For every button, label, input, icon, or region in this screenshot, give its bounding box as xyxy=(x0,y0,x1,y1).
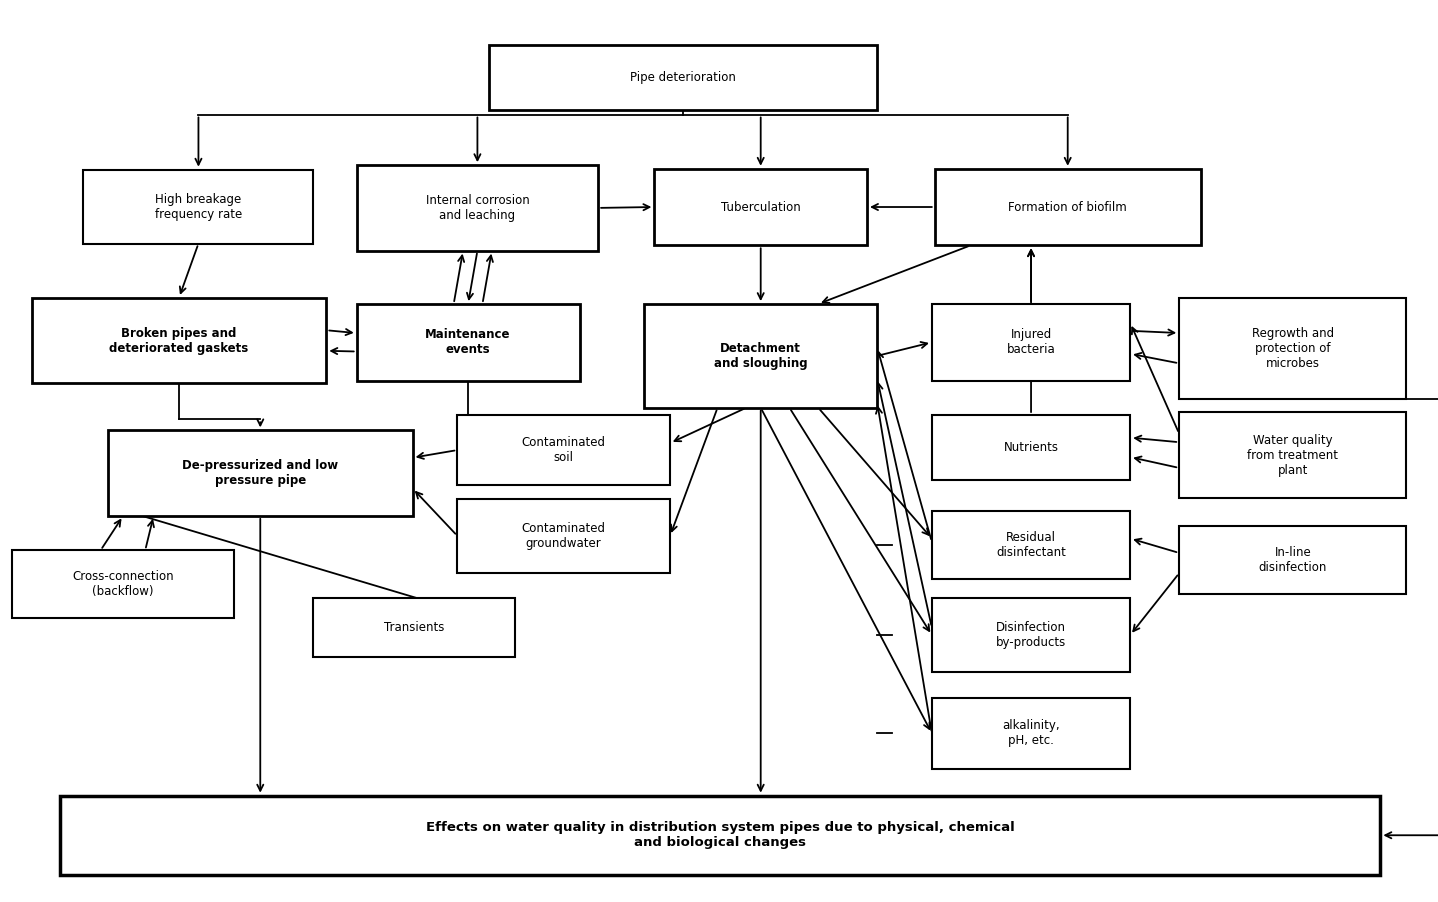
FancyBboxPatch shape xyxy=(932,304,1130,381)
Text: Water quality
from treatment
plant: Water quality from treatment plant xyxy=(1247,434,1339,476)
Text: Cross-connection
(backflow): Cross-connection (backflow) xyxy=(72,570,174,598)
Text: Injured
bacteria: Injured bacteria xyxy=(1007,328,1055,356)
FancyBboxPatch shape xyxy=(654,169,867,245)
Text: Detachment
and sloughing: Detachment and sloughing xyxy=(713,342,808,370)
FancyBboxPatch shape xyxy=(357,165,598,251)
FancyBboxPatch shape xyxy=(1179,412,1406,498)
Text: Tuberculation: Tuberculation xyxy=(720,200,801,214)
Text: Effects on water quality in distribution system pipes due to physical, chemical
: Effects on water quality in distribution… xyxy=(426,821,1015,850)
Text: Internal corrosion
and leaching: Internal corrosion and leaching xyxy=(426,194,529,222)
Text: Contaminated
soil: Contaminated soil xyxy=(522,436,605,465)
FancyBboxPatch shape xyxy=(932,511,1130,579)
Text: Formation of biofilm: Formation of biofilm xyxy=(1008,200,1127,214)
Text: High breakage
frequency rate: High breakage frequency rate xyxy=(155,192,242,221)
Text: Contaminated
groundwater: Contaminated groundwater xyxy=(522,521,605,550)
FancyBboxPatch shape xyxy=(1179,526,1406,594)
FancyBboxPatch shape xyxy=(1179,298,1406,399)
Text: Transients: Transients xyxy=(384,621,444,634)
Text: Disinfection
by-products: Disinfection by-products xyxy=(997,621,1066,649)
Text: In-line
disinfection: In-line disinfection xyxy=(1258,546,1327,574)
FancyBboxPatch shape xyxy=(457,499,670,573)
Text: Nutrients: Nutrients xyxy=(1004,441,1058,454)
FancyBboxPatch shape xyxy=(935,169,1201,245)
FancyBboxPatch shape xyxy=(489,45,877,110)
FancyBboxPatch shape xyxy=(932,415,1130,480)
Text: alkalinity,
pH, etc.: alkalinity, pH, etc. xyxy=(1002,719,1060,748)
FancyBboxPatch shape xyxy=(108,430,413,516)
FancyBboxPatch shape xyxy=(932,698,1130,769)
FancyBboxPatch shape xyxy=(83,170,313,244)
Text: Maintenance
events: Maintenance events xyxy=(426,328,510,356)
Text: Residual
disinfectant: Residual disinfectant xyxy=(997,531,1066,559)
FancyBboxPatch shape xyxy=(644,304,877,408)
Text: De-pressurized and low
pressure pipe: De-pressurized and low pressure pipe xyxy=(183,459,338,487)
FancyBboxPatch shape xyxy=(12,550,234,618)
FancyBboxPatch shape xyxy=(313,598,515,657)
Text: Broken pipes and
deteriorated gaskets: Broken pipes and deteriorated gaskets xyxy=(109,327,249,354)
Text: Regrowth and
protection of
microbes: Regrowth and protection of microbes xyxy=(1251,327,1334,370)
Text: Pipe deterioration: Pipe deterioration xyxy=(630,71,736,84)
FancyBboxPatch shape xyxy=(932,598,1130,672)
FancyBboxPatch shape xyxy=(457,415,670,485)
FancyBboxPatch shape xyxy=(32,298,326,383)
FancyBboxPatch shape xyxy=(357,304,580,381)
FancyBboxPatch shape xyxy=(60,796,1380,875)
